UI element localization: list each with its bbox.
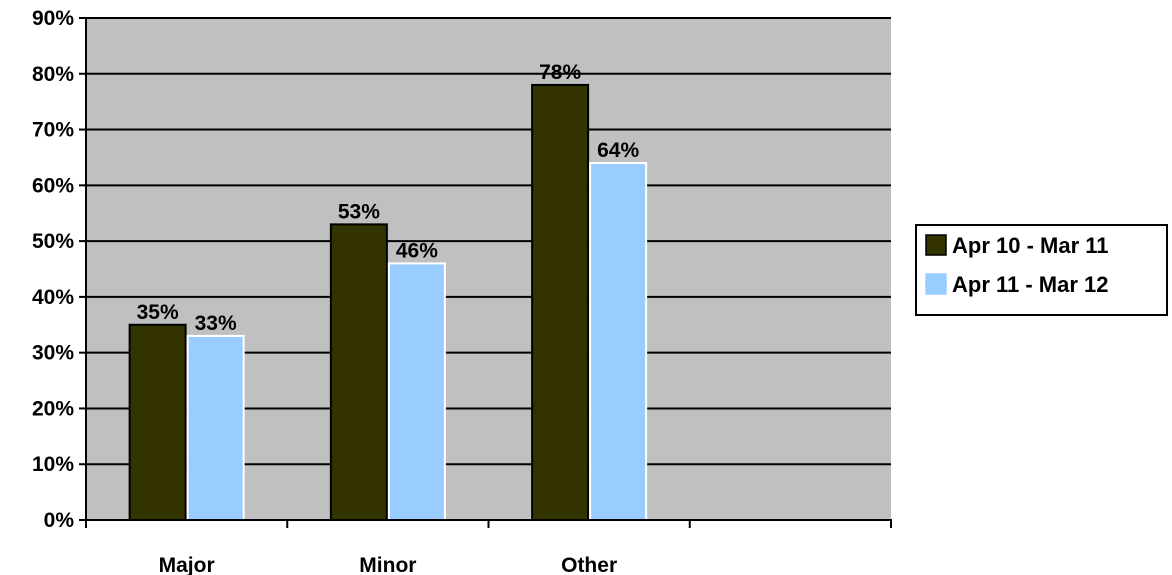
- data-label: 33%: [195, 312, 237, 335]
- bars: [128, 83, 648, 522]
- y-tick-labels: 0% 10% 20% 30% 40% 50% 60% 70% 80% 90%: [32, 7, 74, 532]
- legend-swatch: [925, 234, 947, 256]
- bar: [387, 262, 446, 521]
- legend: Apr 10 - Mar 11 Apr 11 - Mar 12: [915, 224, 1168, 316]
- axes: [79, 17, 892, 528]
- y-tick-label: 50%: [32, 230, 74, 253]
- bar: [329, 223, 388, 521]
- bar: [589, 162, 648, 521]
- y-tick-label: 0%: [44, 509, 75, 532]
- x-category-label: Major: [159, 554, 215, 575]
- legend-label: Apr 11 - Mar 12: [952, 272, 1109, 297]
- data-label: 64%: [597, 139, 639, 162]
- data-label: 46%: [396, 239, 438, 262]
- y-tick-label: 40%: [32, 286, 74, 309]
- legend-box: [915, 224, 1168, 316]
- y-tick-label: 70%: [32, 119, 74, 142]
- y-tick-label: 20%: [32, 397, 74, 420]
- y-tick-label: 80%: [32, 63, 74, 86]
- x-category-label: Other: [561, 554, 617, 575]
- legend-swatch: [925, 273, 947, 295]
- x-category-label: Minor: [359, 554, 416, 575]
- y-tick-label: 30%: [32, 342, 74, 365]
- bar: [128, 323, 187, 521]
- bar: [531, 83, 590, 522]
- x-category-labels: Major Minor Other: [159, 554, 618, 575]
- legend-label: Apr 10 - Mar 11: [952, 233, 1109, 258]
- data-labels: 35% 53% 78% 33% 46% 64%: [137, 61, 640, 335]
- data-label: 78%: [539, 61, 581, 84]
- bar: [186, 334, 245, 521]
- y-tick-label: 10%: [32, 453, 74, 476]
- y-tick-label: 90%: [32, 7, 74, 30]
- y-tick-label: 60%: [32, 174, 74, 197]
- data-label: 53%: [338, 200, 380, 223]
- data-label: 35%: [137, 301, 179, 324]
